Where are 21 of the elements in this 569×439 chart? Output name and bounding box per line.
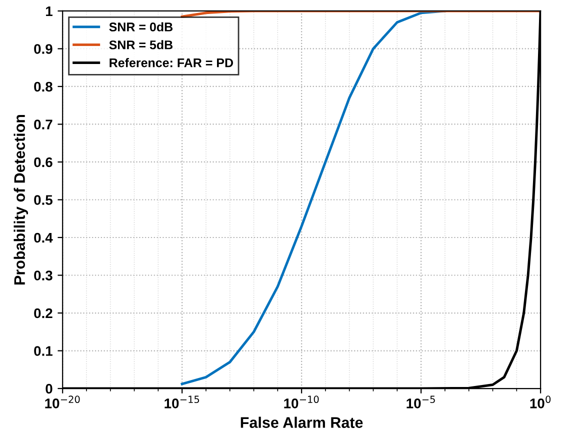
x-tick-label: 10$^{−10}$: [284, 396, 319, 408]
legend-label: SNR = 5dB: [109, 40, 173, 50]
x-tick-label: 10$^{0}$: [530, 396, 551, 408]
y-tick-label: 0.3: [34, 270, 52, 280]
y-tick-label: 0.6: [34, 157, 52, 168]
y-tick-label: 1: [46, 6, 52, 16]
y-axis-title: Probability of Detection: [14, 114, 28, 284]
legend-label: SNR = 0dB: [109, 22, 173, 32]
x-tick-label: 10$^{−15}$: [164, 396, 200, 408]
x-axis-title: False Alarm Rate: [240, 416, 363, 428]
y-tick-label: 0.5: [34, 195, 52, 205]
y-tick-label: 0.8: [34, 82, 52, 92]
y-tick-label: 0.1: [34, 346, 52, 356]
y-tick-label: 0.2: [34, 308, 52, 318]
x-tick-label: 10$^{−5}$: [406, 396, 435, 408]
x-tick-label: 10$^{−20}$: [45, 396, 80, 408]
legend-label: Reference: FAR = PD: [110, 58, 234, 68]
y-tick-label: 0.7: [34, 120, 52, 130]
y-tick-label: 0.4: [34, 232, 53, 243]
y-tick-label: 0.9: [34, 44, 52, 54]
y-tick-label: 0: [46, 384, 52, 394]
